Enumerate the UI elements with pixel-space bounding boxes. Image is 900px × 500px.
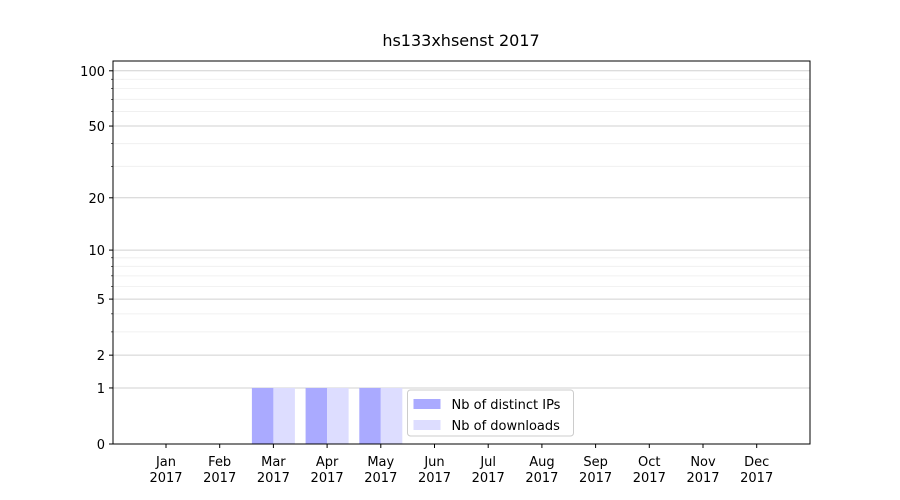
x-tick-label: Jun 2017 [418,455,451,486]
legend-label: Nb of distinct IPs [452,398,561,413]
x-tick-label: Apr 2017 [311,455,344,486]
x-tick-label: Jul 2017 [472,455,505,486]
x-tick-label: Aug 2017 [525,455,558,486]
bar [273,387,295,444]
bar [305,387,328,444]
x-tick-label: Nov 2017 [686,455,719,486]
chart-title: hs133xhsenst 2017 [382,31,539,50]
y-tick-label: 5 [97,293,105,308]
bar [251,387,274,444]
y-tick-label: 50 [88,120,105,135]
y-tick-label: 100 [80,65,105,80]
x-tick-label: Sep 2017 [579,455,612,486]
y-tick-label: 0 [97,438,105,453]
x-tick-label: Jan 2017 [149,455,182,486]
y-tick-label: 10 [88,244,105,259]
legend-swatch [413,399,441,409]
bar [359,387,381,444]
x-tick-label: Feb 2017 [203,455,236,486]
bar [327,387,349,444]
plot-frame [112,60,811,445]
bar [380,387,403,444]
x-tick-label: May 2017 [364,455,397,486]
x-tick-label: Oct 2017 [633,455,666,486]
legend-label: Nb of downloads [452,419,561,434]
x-tick-label: Dec 2017 [740,455,773,486]
y-tick-label: 2 [97,349,105,364]
x-tick-label: Mar 2017 [257,455,290,486]
legend-box [407,389,574,437]
y-tick-label: 1 [97,382,105,397]
y-tick-label: 20 [88,192,105,207]
legend-swatch [413,420,441,430]
